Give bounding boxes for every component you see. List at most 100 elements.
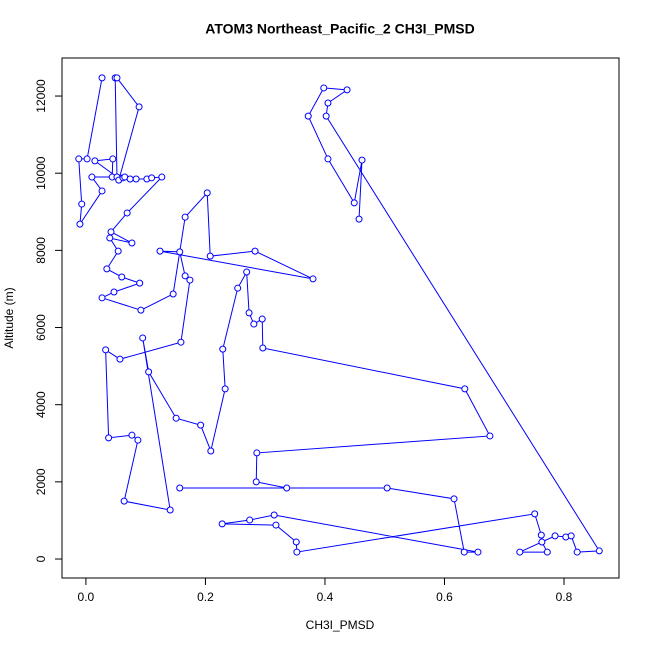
- data-point: [137, 306, 145, 314]
- data-point: [181, 213, 189, 221]
- data-point: [543, 548, 551, 556]
- data-point: [75, 155, 83, 163]
- data-point: [486, 432, 494, 440]
- data-point: [102, 346, 110, 354]
- data-point: [98, 74, 106, 82]
- data-point: [109, 155, 117, 163]
- x-tick-label: 0.0: [78, 590, 95, 604]
- data-point: [136, 279, 144, 287]
- data-point: [88, 173, 96, 181]
- data-point: [114, 247, 122, 255]
- data-point: [166, 506, 174, 514]
- data-point: [128, 239, 136, 247]
- data-point: [118, 273, 126, 281]
- y-tick-label: 2000: [34, 468, 48, 495]
- data-point: [252, 478, 260, 486]
- data-point: [309, 275, 317, 283]
- data-point: [172, 414, 180, 422]
- data-point: [258, 315, 266, 323]
- data-point: [251, 247, 259, 255]
- y-tick-label: 10000: [34, 156, 48, 190]
- data-point: [176, 248, 184, 256]
- data-point: [551, 532, 559, 540]
- x-tick-label: 0.6: [436, 590, 453, 604]
- y-tick-label: 4000: [34, 391, 48, 418]
- data-point: [250, 320, 258, 328]
- data-point: [83, 155, 91, 163]
- data-point: [169, 290, 177, 298]
- data-point: [272, 521, 280, 529]
- data-point: [595, 547, 603, 555]
- data-point: [234, 284, 242, 292]
- data-point: [98, 294, 106, 302]
- data-point: [135, 103, 143, 111]
- data-point: [292, 538, 300, 546]
- data-point: [531, 510, 539, 518]
- data-point: [105, 434, 113, 442]
- chart-title: ATOM3 Northeast_Pacific_2 CH3I_PMSD: [205, 21, 474, 37]
- data-point: [181, 272, 189, 280]
- data-point: [106, 234, 114, 242]
- data-point: [516, 548, 524, 556]
- data-point: [134, 436, 142, 444]
- data-point: [156, 247, 164, 255]
- data-point: [460, 548, 468, 556]
- data-point: [322, 112, 330, 120]
- data-point: [132, 175, 140, 183]
- data-point: [177, 338, 185, 346]
- data-point: [538, 538, 546, 546]
- data-point: [207, 447, 215, 455]
- data-point: [358, 156, 366, 164]
- data-point: [246, 516, 254, 524]
- data-point: [450, 495, 458, 503]
- data-point: [126, 175, 134, 183]
- y-tick-label: 6000: [34, 314, 48, 341]
- data-point: [128, 431, 136, 439]
- data-point: [203, 189, 211, 197]
- data-point: [259, 344, 267, 352]
- data-point: [320, 84, 328, 92]
- x-axis-label: CH3I_PMSD: [306, 618, 375, 632]
- data-point: [197, 421, 205, 429]
- x-tick-label: 0.2: [197, 590, 214, 604]
- x-tick-label: 0.8: [556, 590, 573, 604]
- data-point: [283, 484, 291, 492]
- data-point: [221, 385, 229, 393]
- data-point: [116, 355, 124, 363]
- plot-frame: [61, 57, 620, 579]
- data-point: [243, 268, 251, 276]
- data-point: [383, 484, 391, 492]
- data-point: [145, 368, 153, 376]
- data-point: [304, 112, 312, 120]
- data-point: [537, 531, 545, 539]
- data-point: [343, 86, 351, 94]
- data-point: [461, 385, 469, 393]
- data-point: [120, 497, 128, 505]
- data-point: [567, 532, 575, 540]
- y-tick-label: 0: [34, 555, 48, 562]
- data-point: [176, 484, 184, 492]
- data-point: [78, 200, 86, 208]
- data-point: [113, 74, 121, 82]
- data-point: [206, 252, 214, 260]
- data-point: [245, 309, 253, 317]
- data-point: [186, 276, 194, 284]
- data-point: [123, 209, 131, 217]
- data-point: [474, 548, 482, 556]
- data-point: [324, 155, 332, 163]
- data-point: [324, 99, 332, 107]
- data-point: [158, 173, 166, 181]
- data-point: [76, 220, 84, 228]
- data-point: [218, 520, 226, 528]
- y-tick-label: 8000: [34, 237, 48, 264]
- data-point: [139, 334, 147, 342]
- y-axis-label: Altitude (m): [2, 287, 16, 348]
- data-point: [293, 548, 301, 556]
- data-point: [270, 511, 278, 519]
- data-point: [110, 288, 118, 296]
- x-tick-label: 0.4: [317, 590, 334, 604]
- data-point: [91, 157, 99, 165]
- data-point: [107, 228, 115, 236]
